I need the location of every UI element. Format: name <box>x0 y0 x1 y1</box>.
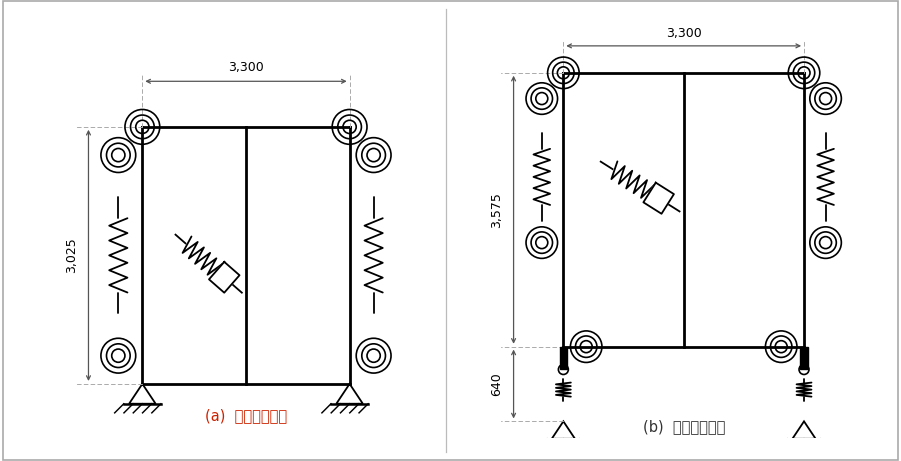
Polygon shape <box>560 347 567 370</box>
Text: 3,025: 3,025 <box>65 237 78 273</box>
Polygon shape <box>800 347 808 370</box>
Text: 3,300: 3,300 <box>666 27 702 40</box>
Text: 3,575: 3,575 <box>490 192 504 228</box>
Text: 640: 640 <box>490 372 504 396</box>
Polygon shape <box>643 183 674 214</box>
Text: (a)  정적응답해석: (a) 정적응답해석 <box>205 408 287 423</box>
Text: 3,300: 3,300 <box>228 61 264 74</box>
Polygon shape <box>209 262 240 293</box>
Text: (b)  동적응답해석: (b) 동적응답해석 <box>642 419 725 434</box>
